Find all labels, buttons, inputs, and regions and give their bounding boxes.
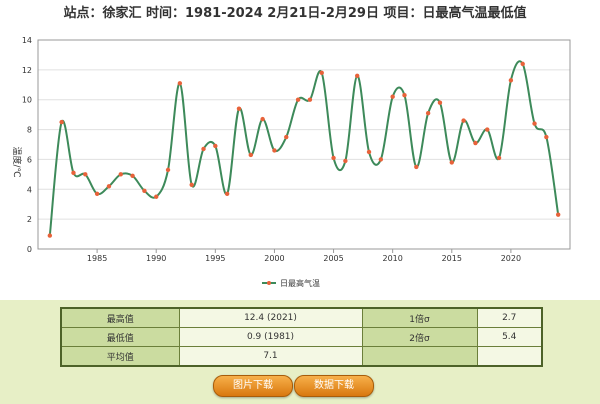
y-tick-label: 12: [22, 66, 32, 75]
y-axis-label: 温度/℃: [11, 146, 23, 177]
x-tick-label: 2020: [501, 254, 521, 263]
data-point[interactable]: [449, 160, 454, 165]
data-point[interactable]: [485, 127, 490, 132]
empty-cell: [476, 346, 543, 367]
x-tick-label: 1985: [87, 254, 107, 263]
x-tick-label: 2005: [323, 254, 343, 263]
data-point[interactable]: [319, 70, 324, 76]
data-point[interactable]: [520, 61, 525, 67]
image-download-button[interactable]: 图片下载: [213, 375, 293, 397]
table-row: 平均值 7.1: [60, 346, 543, 367]
data-point[interactable]: [260, 116, 265, 122]
data-point[interactable]: [154, 194, 159, 199]
empty-cell: [361, 346, 478, 367]
data-point[interactable]: [201, 146, 206, 152]
mean-value: 7.1: [178, 346, 363, 367]
y-tick-label: 8: [27, 126, 32, 135]
sigma1-label: 1倍σ: [361, 307, 478, 328]
legend-marker-icon: [267, 281, 271, 285]
data-point[interactable]: [83, 172, 88, 177]
data-point[interactable]: [555, 212, 561, 217]
data-point[interactable]: [71, 170, 76, 176]
data-point[interactable]: [544, 134, 549, 140]
table-row: 最高值 12.4 (2021) 1倍σ 2.7: [60, 307, 543, 328]
data-point[interactable]: [425, 110, 431, 116]
x-tick-label: 2015: [442, 254, 462, 263]
data-point[interactable]: [473, 140, 478, 146]
temperature-chart: 站点：徐家汇 时间：1981-2024 2月21日-2月29日 项目：日最高气温…: [11, 5, 571, 288]
x-tick-label: 2000: [264, 254, 284, 263]
legend: 日最高气温: [262, 278, 320, 288]
data-point[interactable]: [532, 121, 537, 126]
sigma1-value: 2.7: [476, 307, 543, 328]
data-point[interactable]: [177, 81, 183, 86]
data-point[interactable]: [366, 149, 372, 155]
stats-panel: 最高值 12.4 (2021) 1倍σ 2.7 最低值 0.9 (1981) 2…: [0, 300, 600, 404]
data-point[interactable]: [165, 167, 171, 173]
data-point[interactable]: [248, 152, 253, 158]
y-tick-label: 10: [22, 96, 32, 105]
y-tick-label: 6: [27, 155, 32, 164]
data-point[interactable]: [142, 188, 147, 193]
sigma2-label: 2倍σ: [361, 327, 478, 347]
table-row: 最低值 0.9 (1981) 2倍σ 5.4: [60, 327, 543, 347]
data-point[interactable]: [284, 134, 289, 140]
y-tick-label: 2: [27, 215, 32, 224]
data-point[interactable]: [307, 97, 313, 102]
data-point[interactable]: [496, 155, 502, 161]
sigma2-value: 5.4: [476, 327, 543, 347]
data-point[interactable]: [118, 172, 123, 177]
x-tick-label: 1990: [146, 254, 166, 263]
max-value: 12.4 (2021): [178, 307, 363, 328]
y-tick-label: 4: [27, 185, 32, 194]
data-point[interactable]: [47, 233, 53, 238]
y-tick-label: 14: [22, 36, 32, 45]
data-point[interactable]: [343, 158, 348, 164]
data-point[interactable]: [189, 182, 194, 188]
data-point[interactable]: [378, 157, 384, 162]
data-point[interactable]: [59, 119, 64, 125]
stats-table: 最高值 12.4 (2021) 1倍σ 2.7 最低值 0.9 (1981) 2…: [60, 307, 543, 367]
max-label: 最高值: [60, 307, 180, 328]
min-label: 最低值: [60, 327, 180, 347]
data-point[interactable]: [508, 78, 514, 83]
data-point[interactable]: [213, 143, 218, 149]
data-point[interactable]: [437, 100, 443, 105]
min-value: 0.9 (1981): [178, 327, 363, 347]
y-tick-label: 0: [27, 245, 32, 254]
data-point[interactable]: [390, 94, 395, 99]
x-tick-label: 2010: [382, 254, 402, 263]
data-point[interactable]: [94, 191, 100, 196]
plot-frame: [37, 39, 571, 250]
data-point[interactable]: [402, 93, 407, 98]
data-point[interactable]: [461, 118, 466, 123]
data-point[interactable]: [130, 173, 135, 179]
data-point[interactable]: [331, 155, 336, 161]
mean-label: 平均值: [60, 346, 180, 367]
data-point[interactable]: [106, 184, 112, 189]
data-point[interactable]: [355, 73, 360, 79]
data-point[interactable]: [224, 191, 230, 196]
data-point[interactable]: [295, 97, 301, 102]
data-point[interactable]: [272, 148, 277, 153]
series-line: [48, 60, 560, 236]
chart-title: 站点：徐家汇 时间：1981-2024 2月21日-2月29日 项目：日最高气温…: [63, 5, 526, 21]
legend-label: 日最高气温: [280, 278, 320, 288]
data-point[interactable]: [236, 106, 242, 111]
data-download-button[interactable]: 数据下载: [294, 375, 374, 397]
x-tick-label: 1995: [205, 254, 225, 263]
data-point[interactable]: [414, 164, 419, 170]
